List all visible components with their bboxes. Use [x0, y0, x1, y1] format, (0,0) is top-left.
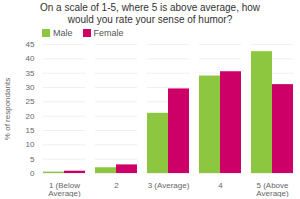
svg-text:2: 2	[114, 181, 119, 190]
svg-text:% of respondants: % of respondants	[3, 78, 12, 140]
svg-text:3 (Average): 3 (Average)	[148, 181, 190, 190]
svg-text:45: 45	[26, 40, 35, 49]
svg-text:5: 5	[30, 155, 35, 164]
html-text:On a scale of 1-5, where 5 is: On a scale of 1-5, where 5 is above aver…	[39, 2, 261, 25]
svg-text:25: 25	[26, 97, 35, 106]
svg-text:10: 10	[26, 140, 35, 149]
html-text:Female: Female	[93, 28, 124, 38]
svg-text:20: 20	[26, 112, 35, 121]
svg-text:0: 0	[30, 169, 35, 178]
svg-text:35: 35	[26, 69, 35, 78]
svg-text:15: 15	[26, 126, 35, 135]
svg-text:1 (BelowAverage): 1 (BelowAverage)	[48, 181, 81, 197]
svg-text:4: 4	[218, 181, 223, 190]
html-text:Male: Male	[53, 28, 73, 38]
svg-text:5 (AboveAverage): 5 (AboveAverage)	[256, 181, 289, 197]
svg-text:30: 30	[26, 83, 35, 92]
svg-text:40: 40	[26, 54, 35, 63]
